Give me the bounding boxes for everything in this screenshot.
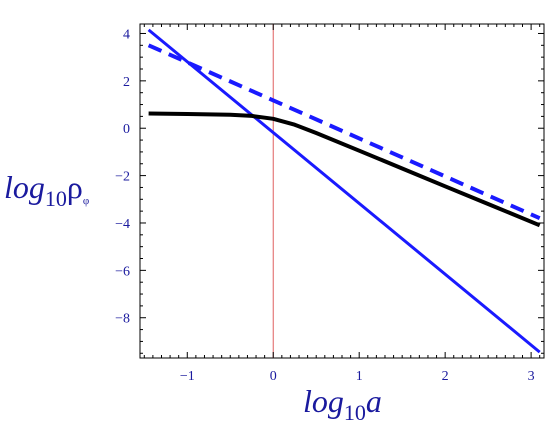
tick-layer	[140, 24, 544, 358]
y-tick-label: 0	[123, 122, 130, 137]
x-tick-label: 2	[442, 369, 449, 384]
y-tick-label: 2	[123, 75, 130, 90]
y-tick-label: −6	[115, 264, 130, 279]
x-tick-label: 1	[356, 369, 363, 384]
series-line-3	[148, 111, 541, 228]
x-axis-title: log10a	[303, 383, 382, 425]
x-tick-label: 0	[270, 369, 277, 384]
series-layer	[147, 28, 541, 354]
y-tick-label: 4	[123, 27, 130, 42]
y-tick-label: −4	[115, 217, 130, 232]
x-tick-label: 3	[528, 369, 535, 384]
series-line-2	[147, 43, 541, 221]
y-axis-title: log10ρφ	[4, 169, 89, 211]
tick-label-layer: −1 0 1 2 3 4 2 0 −2 −4 −6 −8	[115, 27, 535, 384]
y-tick-label: −8	[115, 312, 130, 327]
y-tick-label: −2	[115, 170, 130, 185]
x-tick-label: −1	[180, 369, 195, 384]
series-line-1	[147, 28, 541, 354]
